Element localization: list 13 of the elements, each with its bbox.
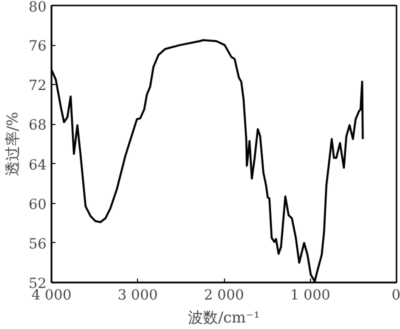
x-tick-label: 1 000 <box>290 288 330 304</box>
y-tick-label: 56 <box>28 236 47 252</box>
x-tick-label: 3 000 <box>118 288 158 304</box>
y-tick-label: 68 <box>28 118 47 134</box>
y-tick-label: 72 <box>28 78 47 94</box>
x-axis-title: 波数/cm⁻¹ <box>188 308 260 326</box>
y-tick-label: 76 <box>28 38 47 55</box>
x-tick-label: 2 000 <box>204 288 244 304</box>
y-axis-title: 透过率/% <box>4 112 22 176</box>
y-tick-label: 80 <box>28 0 47 16</box>
x-tick-label: 0 <box>392 288 400 304</box>
y-tick-label: 64 <box>28 157 47 174</box>
y-tick-label: 60 <box>28 196 47 213</box>
